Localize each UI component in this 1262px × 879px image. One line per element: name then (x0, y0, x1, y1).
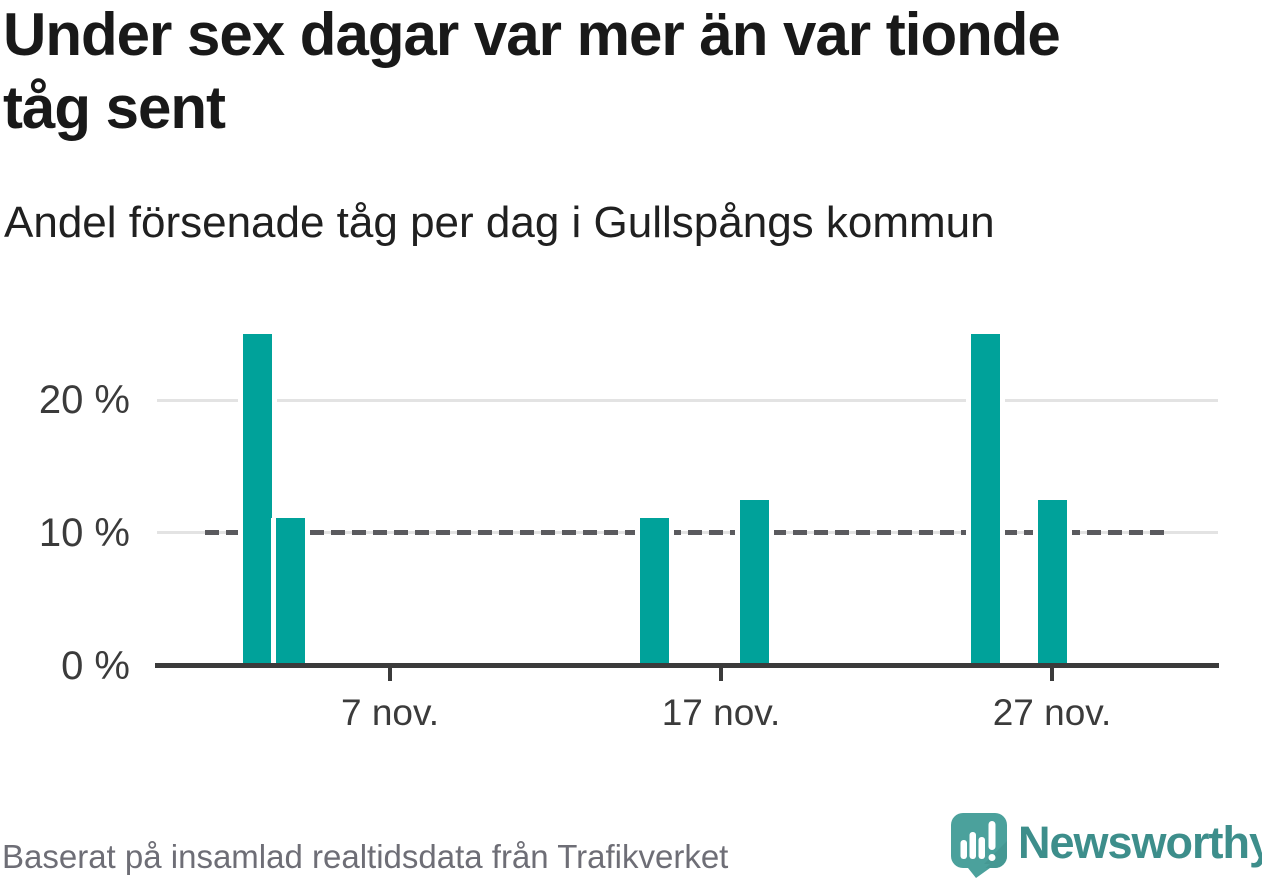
bar-27-nov (1037, 499, 1067, 663)
bar-15-nov (640, 518, 670, 663)
y-axis-label: 10 % (38, 510, 130, 555)
bar-4-nov (276, 518, 306, 663)
x-axis-tick (388, 668, 392, 681)
bar-18-nov (739, 499, 769, 663)
y-axis-label: 20 % (38, 378, 130, 423)
x-axis-label: 27 nov. (992, 692, 1112, 733)
page-title-line-2: tåg sent (3, 74, 226, 141)
chart-subtitle: Andel försenade tåg per dag i Gullspångs… (4, 198, 995, 247)
x-axis-label: 17 nov. (661, 692, 781, 733)
bar-25-nov (971, 333, 1001, 663)
reference-line-10pct (205, 530, 1168, 536)
newsworthy-logo: Newsworthy (950, 812, 1262, 879)
newsworthy-speech-bubble-chart-icon (951, 813, 1007, 878)
newsworthy-wordmark: Newsworthy (1018, 817, 1262, 868)
x-axis-label: 7 nov. (340, 692, 440, 733)
gridline-20pct (157, 398, 1218, 402)
page-title-line-1: Under sex dagar var mer än var tionde (3, 1, 1061, 68)
x-axis-line (155, 663, 1219, 668)
page-title: Under sex dagar var mer än var tionde tå… (3, 0, 1253, 144)
source-note: Baserat på insamlad realtidsdata från Tr… (2, 838, 729, 875)
x-axis-tick (1050, 668, 1054, 681)
x-axis-tick (719, 668, 723, 681)
y-axis-label: 0 % (61, 643, 130, 688)
bar-3-nov (243, 333, 273, 663)
